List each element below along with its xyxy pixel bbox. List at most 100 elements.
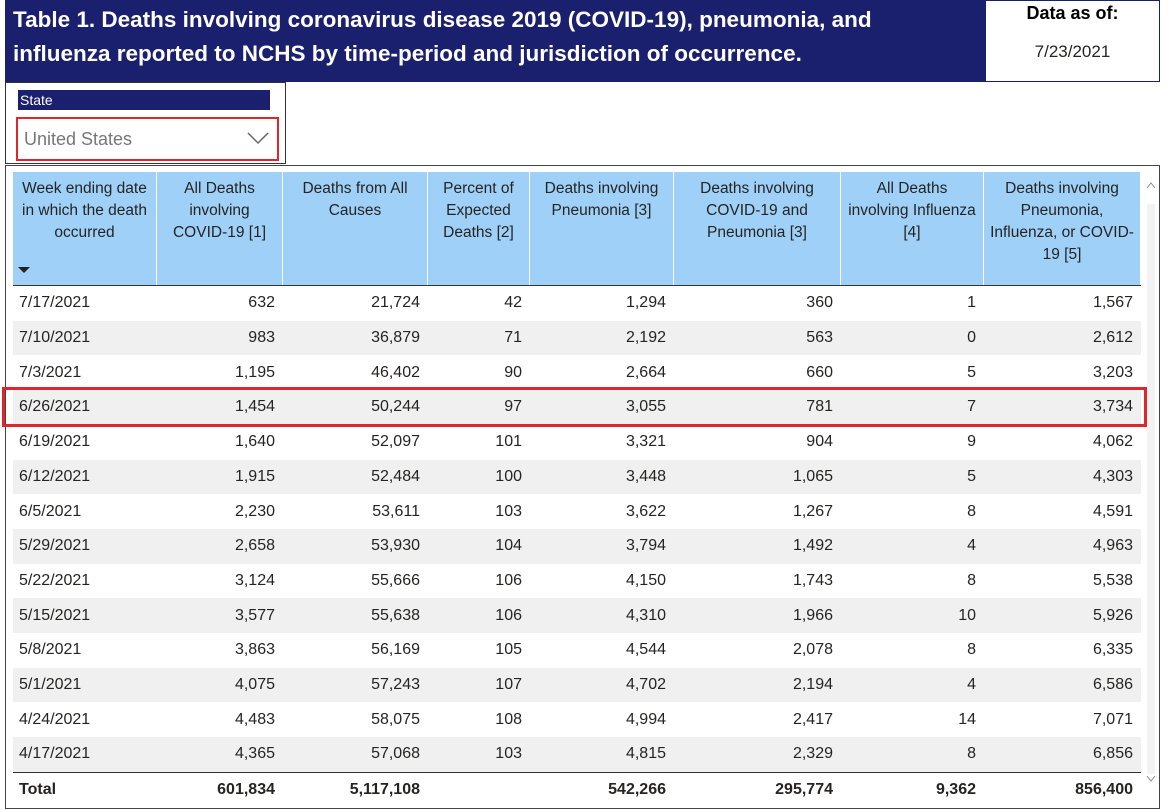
table-cell: 3,622 xyxy=(625,502,666,520)
table-cell: 6/12/2021 xyxy=(19,467,91,485)
column-header[interactable]: All Deaths involving Influenza [4] xyxy=(841,172,984,285)
title: Table 1. Deaths involving coronavirus di… xyxy=(13,7,872,66)
table-cell: 4,310 xyxy=(625,606,666,624)
table-cell: 107 xyxy=(495,676,522,694)
table-cell: 6/19/2021 xyxy=(19,433,91,451)
table-cell: 1,454 xyxy=(234,398,275,416)
table-cell: 2,194 xyxy=(792,676,833,694)
column-header[interactable]: Deaths involving COVID-19 and Pneumonia … xyxy=(674,172,841,285)
table-cell: 3,448 xyxy=(625,467,666,485)
table-cell: 50,244 xyxy=(371,398,420,416)
table-cell: 4,365 xyxy=(234,745,275,763)
table-cell: 58,075 xyxy=(371,710,420,728)
table-cell: 3,124 xyxy=(234,571,275,589)
table-cell: 56,169 xyxy=(371,641,420,659)
table-cell: 4,544 xyxy=(625,641,666,659)
table-cell: 97 xyxy=(504,398,522,416)
table-cell: 4,994 xyxy=(625,710,666,728)
table-cell: 360 xyxy=(806,294,833,312)
table-cell: 106 xyxy=(495,606,522,624)
table-cell: 4,062 xyxy=(1092,433,1133,451)
table-cell: 42 xyxy=(504,294,522,312)
table-cell: 8 xyxy=(967,641,976,659)
row-band xyxy=(13,459,1141,495)
table: Week ending date in which the death occu… xyxy=(5,165,1160,809)
column-header[interactable]: Week ending date in which the death occu… xyxy=(13,172,157,285)
table-cell: 1,294 xyxy=(625,294,666,312)
table-cell: 3,055 xyxy=(625,398,666,416)
table-cell: 6,856 xyxy=(1092,745,1133,763)
table-cell: 2,664 xyxy=(625,363,666,381)
table-cell: 3,863 xyxy=(234,641,275,659)
total-cell: Total xyxy=(19,780,57,798)
table-cell: 100 xyxy=(495,467,522,485)
total-cell: 295,774 xyxy=(775,780,833,798)
table-cell: 2,658 xyxy=(234,537,275,555)
table-cell: 4,815 xyxy=(625,745,666,763)
filter-panel: State United States xyxy=(5,82,286,164)
row-band xyxy=(13,528,1141,564)
table-cell: 1,567 xyxy=(1092,294,1133,312)
table-cell: 2,612 xyxy=(1092,329,1133,347)
table-cell: 1,743 xyxy=(792,571,833,589)
table-cell: 2,078 xyxy=(792,641,833,659)
table-cell: 2,230 xyxy=(234,502,275,520)
total-cell: 601,834 xyxy=(217,780,275,798)
table-cell: 9 xyxy=(967,433,976,451)
column-header[interactable]: Deaths from All Causes xyxy=(283,172,428,285)
table-cell: 71 xyxy=(504,329,522,347)
table-cell: 6/5/2021 xyxy=(19,502,82,520)
table-cell: 4,963 xyxy=(1092,537,1133,555)
table-cell: 1,966 xyxy=(792,606,833,624)
table-cell: 103 xyxy=(495,502,522,520)
table-cell: 7/10/2021 xyxy=(19,329,91,347)
filter-value: United States xyxy=(24,129,133,149)
table-cell: 14 xyxy=(958,710,976,728)
scroll-arrows xyxy=(1146,182,1156,782)
table-cell: 10 xyxy=(958,606,976,624)
data-as-of-label: Data as of: xyxy=(1026,3,1119,23)
table-cell: 1,267 xyxy=(792,502,833,520)
table-cell: 5 xyxy=(967,363,976,381)
table-cell: 5/29/2021 xyxy=(19,537,91,555)
table-cell: 4,075 xyxy=(234,676,275,694)
row-band xyxy=(13,667,1141,703)
column-header[interactable]: Percent of Expected Deaths [2] xyxy=(428,172,530,285)
table-cell: 632 xyxy=(248,294,275,312)
column-header[interactable]: Deaths involving Pneumonia [3] xyxy=(530,172,674,285)
table-cell: 3,203 xyxy=(1092,363,1133,381)
row-band xyxy=(13,390,1141,425)
table-cell: 1,640 xyxy=(234,433,275,451)
table-cell: 8 xyxy=(967,571,976,589)
table-cell: 3,321 xyxy=(625,433,666,451)
table-cell: 4,303 xyxy=(1092,467,1133,485)
column-header[interactable]: Deaths involving Pneumonia, Influenza, o… xyxy=(984,172,1141,285)
table-cell: 660 xyxy=(806,363,833,381)
scrollbar[interactable] xyxy=(1144,172,1158,802)
table-cell: 4,591 xyxy=(1092,502,1133,520)
table-cell: 8 xyxy=(967,745,976,763)
table-cell: 7,071 xyxy=(1092,710,1133,728)
table-cell: 104 xyxy=(495,537,522,555)
total-cell: 9,362 xyxy=(935,780,976,798)
table-cell: 5,538 xyxy=(1092,571,1133,589)
table-cell: 563 xyxy=(806,329,833,347)
filter-dropdown[interactable]: United States xyxy=(16,117,279,161)
sort-arrow xyxy=(18,267,30,273)
table-cell: 52,097 xyxy=(371,433,420,451)
table-cell: 6,586 xyxy=(1092,676,1133,694)
table-cell: 2,329 xyxy=(792,745,833,763)
filter-label: State xyxy=(18,90,270,110)
table-cell: 3,794 xyxy=(625,537,666,555)
table-cell: 55,666 xyxy=(371,571,420,589)
table-cell: 1 xyxy=(967,294,976,312)
row-band xyxy=(13,320,1141,356)
table-cell: 108 xyxy=(495,710,522,728)
table-cell: 781 xyxy=(806,398,833,416)
table-cell: 4 xyxy=(967,676,976,694)
table-cell: 55,638 xyxy=(371,606,420,624)
table-cell: 4 xyxy=(967,537,976,555)
column-header[interactable]: All Deaths involving COVID-19 [1] xyxy=(157,172,283,285)
table-cell: 4,150 xyxy=(625,571,666,589)
table-cell: 983 xyxy=(248,329,275,347)
